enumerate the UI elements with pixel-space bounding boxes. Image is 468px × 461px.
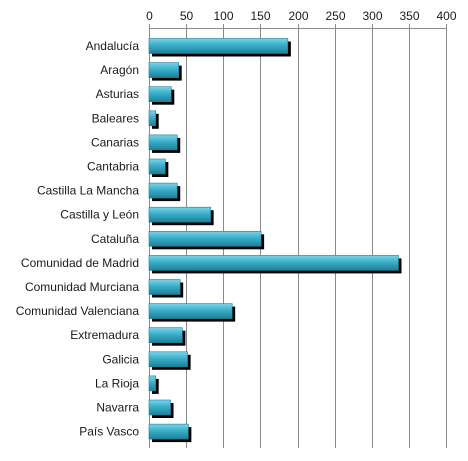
bar-pais-vasco (148, 423, 189, 440)
bar-andalucia (148, 38, 289, 54)
category-label-cataluna: Cataluña (91, 232, 139, 246)
bar-comunidad-murciana (148, 279, 181, 295)
tick-label-x-150: 150 (250, 9, 270, 23)
tick-label-x-0: 0 (146, 9, 153, 23)
category-label-aragon: Aragón (100, 63, 139, 77)
bar-extremadura (148, 327, 183, 344)
category-label-galicia: Galicia (102, 352, 139, 366)
category-label-castilla-la-mancha: Castilla La Mancha (37, 184, 139, 198)
bar-asturias (148, 86, 172, 102)
category-label-la-rioja: La Rioja (95, 376, 139, 390)
category-label-navarra: Navarra (96, 401, 139, 415)
bar-comunidad-de-madrid (148, 255, 399, 271)
category-label-canarias: Canarias (91, 135, 139, 149)
bars (148, 38, 402, 443)
tick-label-x-50: 50 (180, 9, 194, 23)
bar-cantabria (148, 158, 166, 175)
category-label-baleares: Baleares (92, 111, 139, 125)
category-label-extremadura: Extremadura (70, 328, 139, 342)
category-label-comunidad-de-madrid: Comunidad de Madrid (21, 256, 139, 270)
tick-label-x-200: 200 (288, 9, 308, 23)
category-label-cantabria: Cantabria (87, 160, 139, 174)
category-label-andalucia: Andalucía (86, 39, 140, 53)
bar-canarias (148, 134, 178, 151)
category-label-castilla-y-leon: Castilla y León (60, 208, 139, 222)
bar-cataluna (148, 231, 262, 247)
bar-comunidad-valenciana (148, 303, 233, 319)
category-label-comunidad-valenciana: Comunidad Valenciana (16, 304, 140, 318)
bar-baleares (148, 110, 156, 127)
bar-castilla-la-mancha (148, 182, 178, 199)
bar-galicia (148, 351, 188, 368)
tick-label-x-350: 350 (399, 9, 419, 23)
tick-label-x-300: 300 (362, 9, 382, 23)
category-labels: Andalucía Aragón Asturias Baleares Canarias C… (16, 39, 140, 439)
tick-label-x-100: 100 (213, 9, 233, 23)
bar-la-rioja (148, 375, 156, 392)
bar-castilla-y-leon (148, 206, 211, 223)
tick-labels: 0 50 100 150 200 250 300 350 400 (146, 9, 457, 23)
tick-label-x-250: 250 (325, 9, 345, 23)
tick-label-x-400: 400 (436, 9, 456, 23)
bar-navarra (148, 399, 171, 416)
category-label-asturias: Asturias (96, 87, 139, 101)
category-label-comunidad-murciana: Comunidad Murciana (25, 280, 139, 294)
category-label-pais-vasco: País Vasco (79, 425, 139, 439)
bar-aragon (148, 62, 180, 78)
